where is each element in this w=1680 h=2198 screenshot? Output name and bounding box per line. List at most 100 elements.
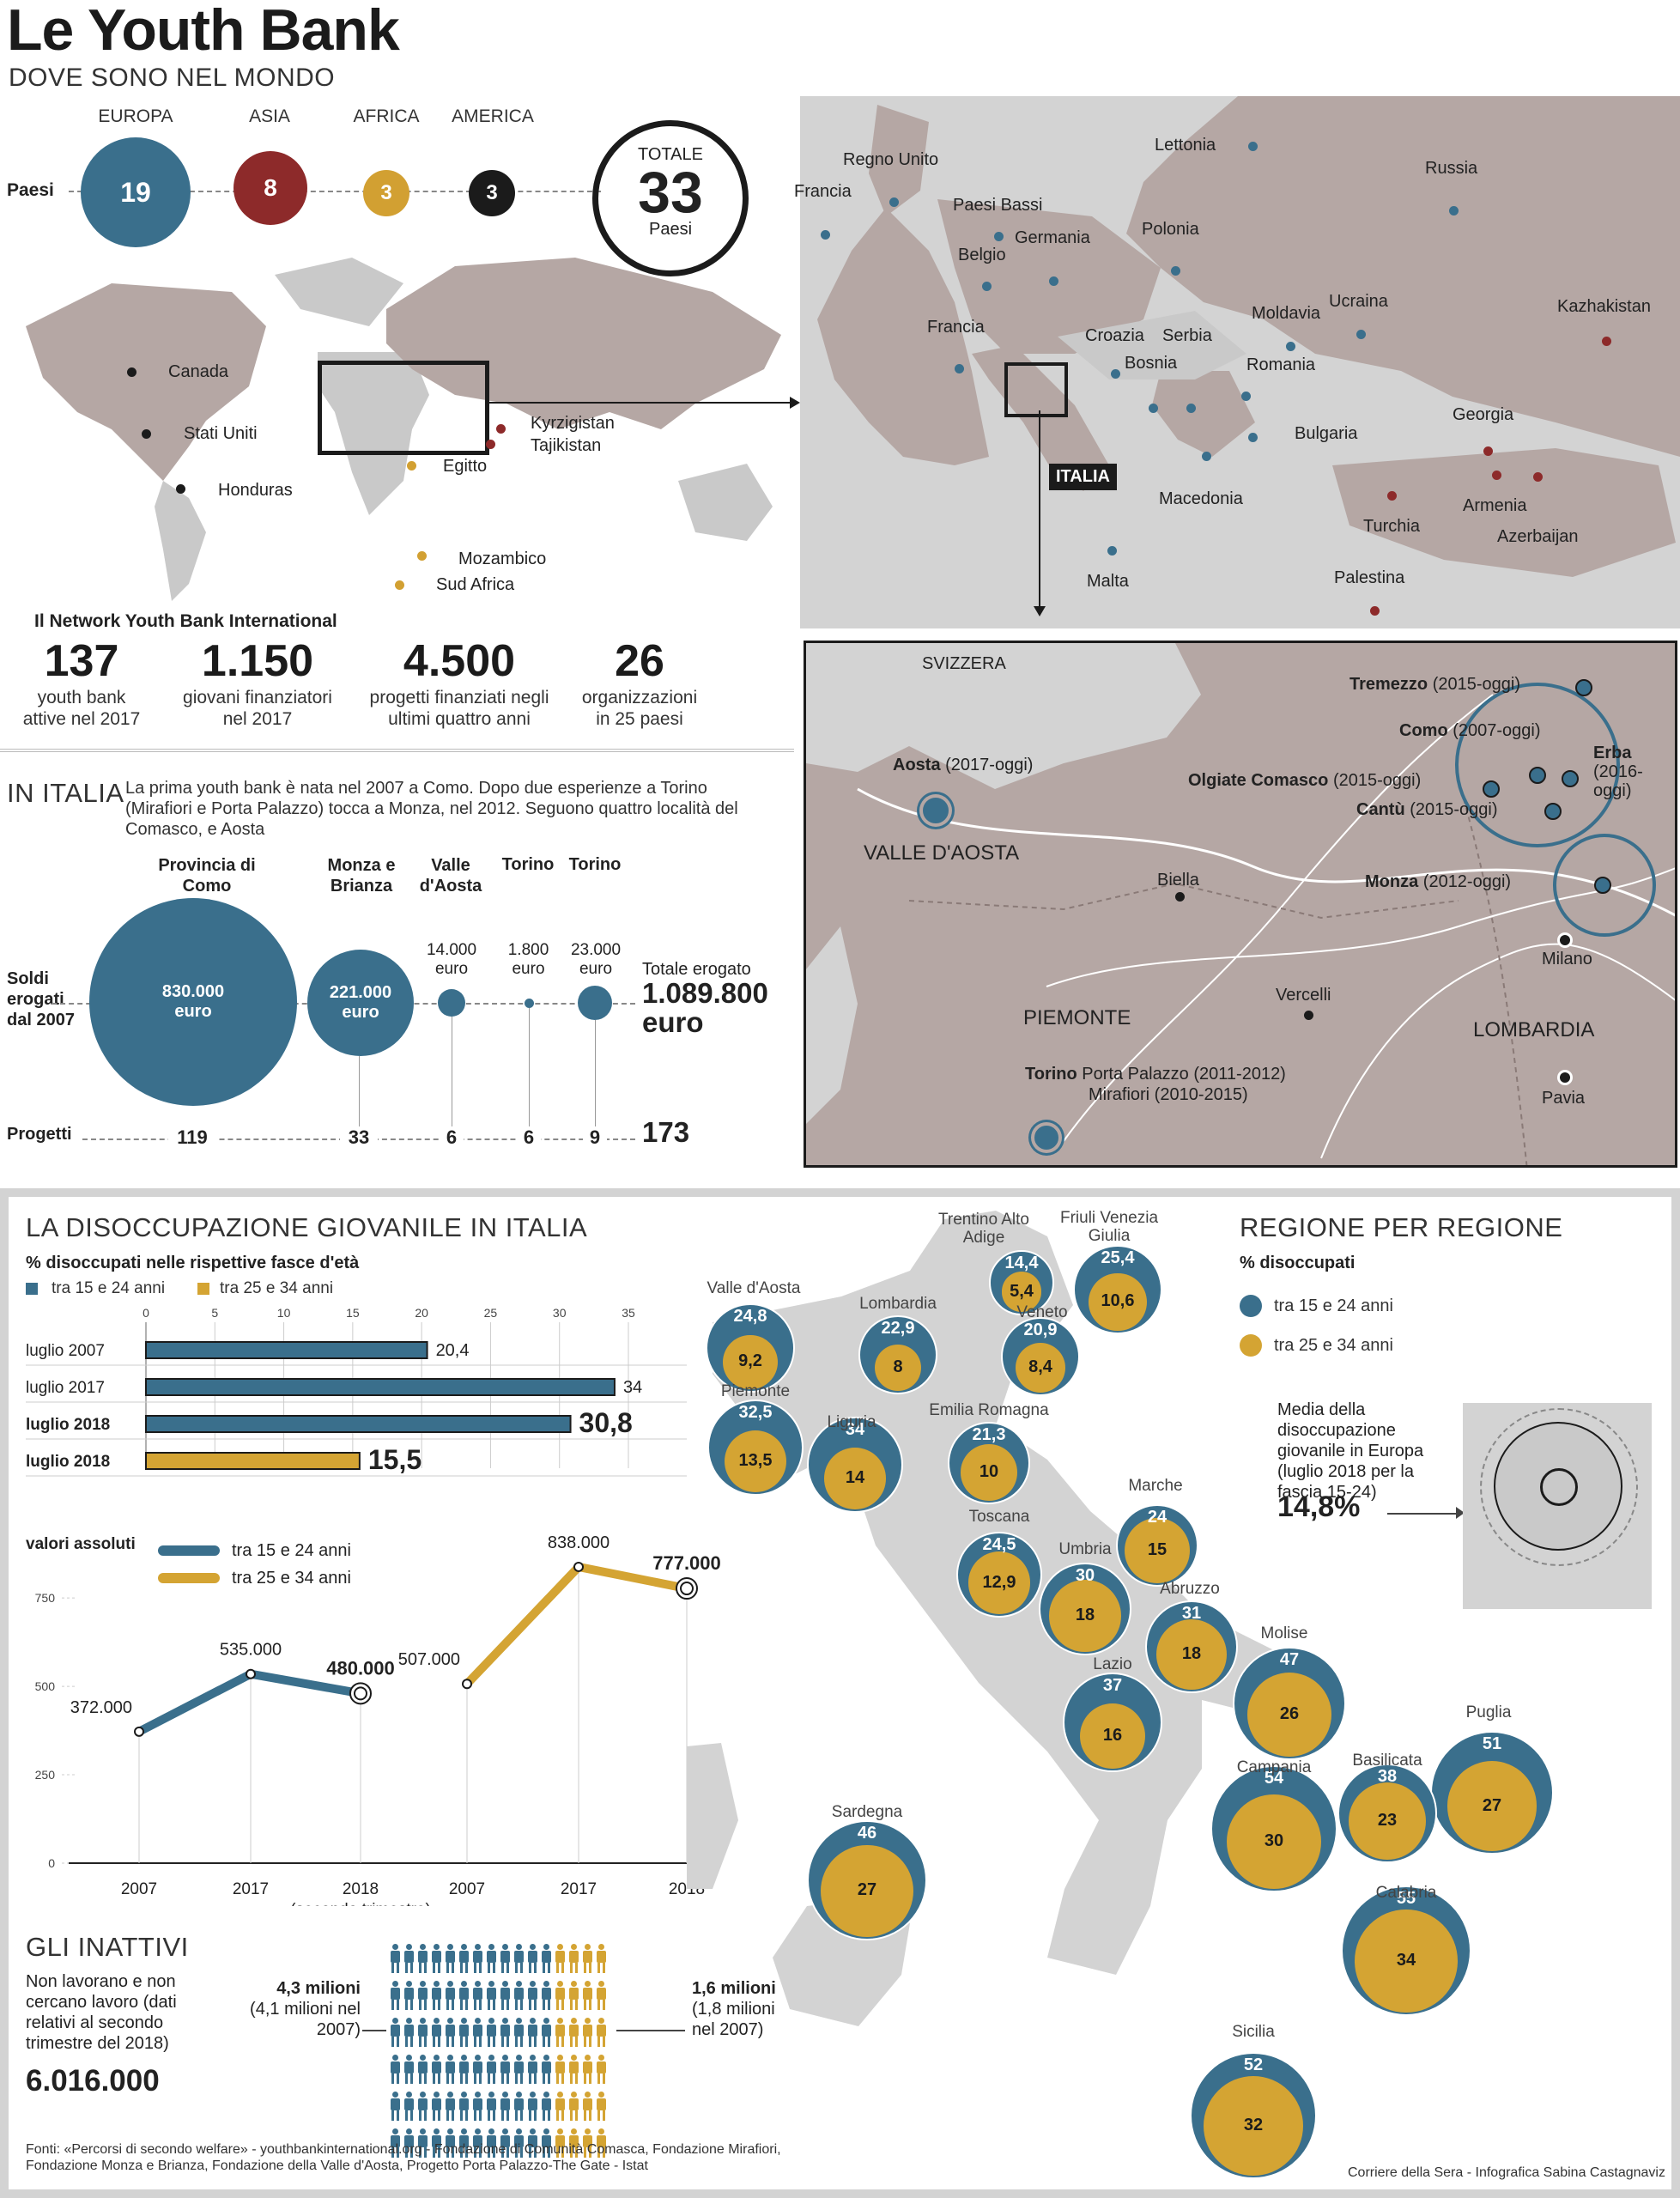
bank-name: Monza e Brianza [327, 856, 396, 896]
map-dot [407, 461, 416, 471]
person-icon [541, 1944, 552, 1973]
person-icon [500, 2018, 511, 2047]
aosta-amount-circle [438, 989, 465, 1017]
comasco-highlight-circle [1455, 683, 1620, 847]
connector [362, 2030, 386, 2031]
map-label: Turchia [1363, 517, 1420, 536]
person-icon [445, 1944, 456, 1973]
stat-label: giovani finanziatori nel 2017 [183, 688, 332, 730]
guide-line [529, 1008, 530, 1138]
map-label: Palestina [1334, 568, 1405, 587]
asia-count-circle: 8 [234, 151, 307, 225]
absolute-values-line-chart: valori assoluti tra 15 e 24 anni tra 25 e … [26, 1533, 721, 1906]
map-label: Georgia [1453, 405, 1514, 424]
person-icon [472, 2055, 483, 2084]
map-label: Russia [1425, 159, 1478, 178]
europe-scale-circle [1480, 1408, 1638, 1566]
arrow-down-icon [1034, 606, 1046, 616]
person-icon [403, 2018, 415, 2047]
map-dot [1202, 452, 1211, 461]
stat-value: 1.150 [201, 636, 314, 686]
person-icon [555, 2128, 566, 2158]
person-icon [596, 1981, 607, 2010]
map-label: Moldavia [1252, 304, 1321, 323]
bar-tick-label: 5 [211, 1306, 218, 1320]
map-place: Tremezzo (2015-oggi) [1349, 675, 1521, 694]
inattivi-right: 1,6 milioni (1,8 milioni nel 2007) [692, 1979, 776, 2039]
person-icon [472, 1981, 483, 2010]
legend-swatch [1240, 1334, 1262, 1357]
data-label: 535.000 [220, 1641, 282, 1660]
person-icon [527, 1981, 538, 2010]
continent-name: AMERICA [452, 106, 534, 126]
data-label: 838.000 [548, 1533, 610, 1552]
map-dot [889, 197, 899, 207]
italy-arrow-line [1039, 410, 1040, 610]
guide-line [359, 1056, 360, 1138]
person-icon [513, 1944, 525, 1973]
person-icon [541, 2092, 552, 2121]
bar-category-label: luglio 2017 [26, 1379, 105, 1397]
map-label: Tajikistan [531, 436, 602, 455]
person-icon [513, 2128, 525, 2158]
europe-scale-circle [1540, 1468, 1578, 1506]
europe-highlight-box [318, 361, 489, 455]
total-value: 33 [638, 160, 703, 225]
map-dot [1387, 491, 1397, 501]
map-place: Erba (2016-oggi) [1593, 744, 1643, 800]
continent-name: AFRICA [353, 106, 420, 126]
person-icon [403, 2092, 415, 2121]
person-icon [513, 2092, 525, 2121]
person-icon [458, 2018, 470, 2047]
map-label: Romania [1246, 355, 1316, 374]
disoccupazione-title: LA DISOCCUPAZIONE GIOVANILE IN ITALIA [26, 1212, 588, 1242]
italia-intro: La prima youth bank è nata nel 2007 a Co… [125, 779, 738, 839]
bar-tick-label: 30 [553, 1306, 567, 1320]
person-icon [500, 2128, 511, 2158]
person-icon [431, 1944, 442, 1973]
person-icon [472, 2128, 483, 2158]
legend-label: tra 25 e 34 anni [220, 1279, 334, 1297]
stat-value: 26 [615, 636, 664, 686]
person-icon [555, 2018, 566, 2047]
connector [616, 2030, 685, 2031]
network-stat: 1.150 giovani finanziatori nel 2017 [167, 635, 348, 730]
map-dot [982, 282, 992, 291]
person-icon [596, 2018, 607, 2047]
line-chart-title: valori assoluti [26, 1535, 136, 1553]
aosta-dot [923, 798, 949, 823]
bar-tick-label: 25 [484, 1306, 498, 1320]
person-icon [527, 2092, 538, 2121]
project-count: 6 [440, 1126, 464, 1149]
regioni-subtitle: % disoccupati [1240, 1254, 1356, 1272]
person-icon [500, 1981, 511, 2010]
person-icon [500, 2055, 511, 2084]
data-label: 372.000 [70, 1698, 132, 1717]
bar-value-label: 15,5 [368, 1444, 422, 1475]
bar-tick-label: 35 [622, 1306, 635, 1320]
person-icon [486, 1981, 497, 2010]
bar [145, 1378, 616, 1396]
map-region: LOMBARDIA [1473, 1018, 1595, 1041]
map-dot [1286, 342, 1295, 351]
data-label: 777.000 [652, 1552, 721, 1574]
person-icon [596, 2092, 607, 2121]
map-place-note: Mirafiori (2010-2015) [1089, 1085, 1248, 1104]
map-label: Vercelli [1276, 986, 1331, 1005]
person-icon [390, 1944, 401, 1973]
stat-value: 137 [44, 636, 119, 686]
map-region: PIEMONTE [1023, 1006, 1131, 1029]
bar-tick-label: 20 [415, 1306, 428, 1320]
stat-label: progetti finanziati negli ultimi quattro… [369, 688, 549, 730]
network-title: Il Network Youth Bank International [34, 611, 337, 631]
data-label: 507.000 [398, 1650, 460, 1669]
project-count: 119 [168, 1126, 216, 1149]
person-icon [568, 2055, 579, 2084]
map-dot [395, 580, 404, 590]
map-dot [486, 440, 495, 449]
bar [145, 1452, 361, 1470]
map-label: Germania [1015, 228, 1090, 247]
network-stat: 4.500 progetti finanziati negli ultimi q… [356, 635, 562, 730]
map-dot [1248, 433, 1258, 442]
map-place: Cantù (2015-oggi) [1356, 800, 1498, 819]
